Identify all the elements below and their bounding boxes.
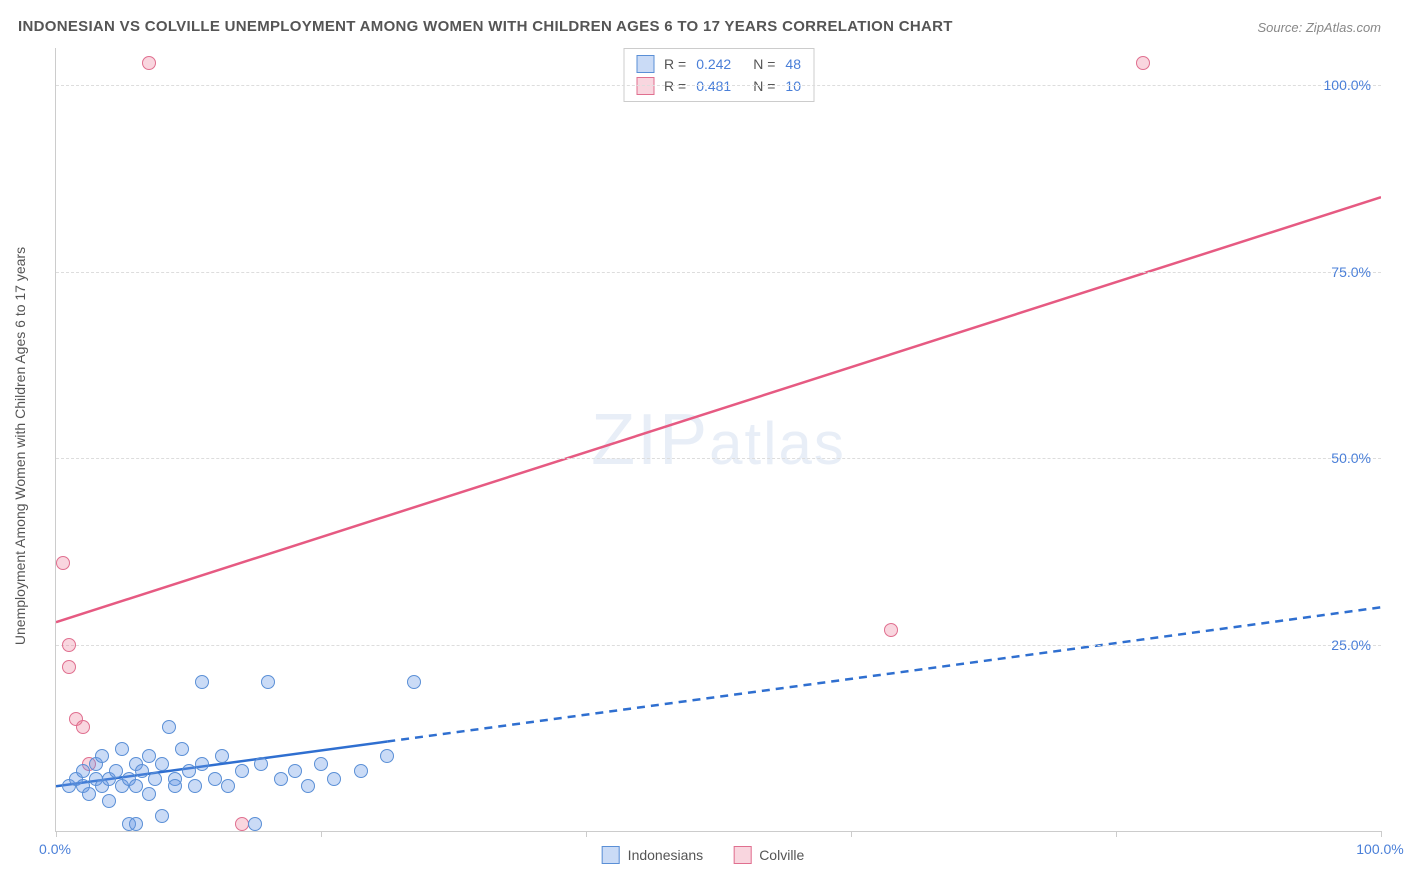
- trend-lines: [56, 48, 1381, 831]
- data-point: [208, 772, 222, 786]
- gridline: [56, 85, 1381, 86]
- x-tick: [586, 831, 587, 837]
- legend-label: Indonesians: [628, 847, 704, 863]
- y-axis-label: Unemployment Among Women with Children A…: [12, 247, 28, 645]
- gridline: [56, 458, 1381, 459]
- correlation-legend: R = 0.242 N = 48 R = 0.481 N = 10: [623, 48, 814, 102]
- data-point: [62, 638, 76, 652]
- r-label: R =: [664, 56, 686, 72]
- y-tick-label: 75.0%: [1331, 264, 1371, 280]
- data-point: [274, 772, 288, 786]
- x-tick: [1116, 831, 1117, 837]
- data-point: [235, 764, 249, 778]
- r-value-1: 0.242: [696, 56, 731, 72]
- data-point: [102, 794, 116, 808]
- data-point: [327, 772, 341, 786]
- data-point: [380, 749, 394, 763]
- data-point: [76, 720, 90, 734]
- x-tick: [1381, 831, 1382, 837]
- legend-label: Colville: [759, 847, 804, 863]
- data-point: [76, 764, 90, 778]
- data-point: [56, 556, 70, 570]
- n-label: N =: [753, 56, 775, 72]
- data-point: [142, 787, 156, 801]
- gridline: [56, 272, 1381, 273]
- x-tick-label: 100.0%: [1356, 841, 1403, 857]
- data-point: [142, 749, 156, 763]
- data-point: [301, 779, 315, 793]
- chart-title: INDONESIAN VS COLVILLE UNEMPLOYMENT AMON…: [18, 18, 953, 35]
- legend-row-1: R = 0.242 N = 48: [636, 53, 801, 75]
- x-tick: [851, 831, 852, 837]
- legend-item-indonesians: Indonesians: [602, 846, 704, 864]
- source-label: Source: ZipAtlas.com: [1257, 20, 1381, 35]
- data-point: [82, 787, 96, 801]
- data-point: [168, 779, 182, 793]
- data-point: [354, 764, 368, 778]
- x-tick-label: 0.0%: [39, 841, 71, 857]
- watermark: ZIPatlas: [591, 399, 846, 481]
- data-point: [155, 757, 169, 771]
- data-point: [195, 757, 209, 771]
- data-point: [109, 764, 123, 778]
- series-legend: Indonesians Colville: [602, 846, 805, 864]
- data-point: [135, 764, 149, 778]
- x-tick: [321, 831, 322, 837]
- data-point: [254, 757, 268, 771]
- legend-item-colville: Colville: [733, 846, 804, 864]
- y-tick-label: 100.0%: [1324, 77, 1371, 93]
- x-tick: [56, 831, 57, 837]
- data-point: [261, 675, 275, 689]
- data-point: [142, 56, 156, 70]
- data-point: [155, 809, 169, 823]
- data-point: [62, 660, 76, 674]
- y-tick-label: 50.0%: [1331, 450, 1371, 466]
- swatch-indonesians: [636, 55, 654, 73]
- swatch-indonesians: [602, 846, 620, 864]
- data-point: [188, 779, 202, 793]
- data-point: [148, 772, 162, 786]
- data-point: [129, 779, 143, 793]
- data-point: [248, 817, 262, 831]
- plot-area: ZIPatlas R = 0.242 N = 48 R = 0.481 N = …: [55, 48, 1381, 832]
- data-point: [162, 720, 176, 734]
- data-point: [221, 779, 235, 793]
- data-point: [95, 749, 109, 763]
- y-tick-label: 25.0%: [1331, 637, 1371, 653]
- data-point: [407, 675, 421, 689]
- data-point: [1136, 56, 1150, 70]
- swatch-colville: [733, 846, 751, 864]
- data-point: [129, 817, 143, 831]
- data-point: [215, 749, 229, 763]
- data-point: [314, 757, 328, 771]
- gridline: [56, 645, 1381, 646]
- data-point: [175, 742, 189, 756]
- data-point: [288, 764, 302, 778]
- data-point: [115, 742, 129, 756]
- n-value-1: 48: [785, 56, 801, 72]
- data-point: [182, 764, 196, 778]
- data-point: [195, 675, 209, 689]
- data-point: [884, 623, 898, 637]
- data-point: [235, 817, 249, 831]
